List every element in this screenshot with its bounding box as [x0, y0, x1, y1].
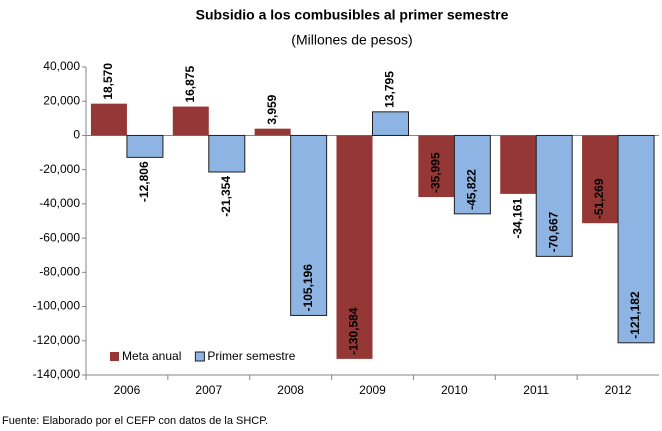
y-tick-label: 0 [73, 128, 80, 142]
legend-label: Meta anual [122, 349, 181, 363]
y-tick-label: -20,000 [39, 162, 80, 176]
data-label: 3,959 [265, 94, 279, 124]
footnote: Fuente: Elaborado por el CEFP con datos … [2, 415, 268, 427]
data-label: -51,269 [592, 178, 606, 219]
data-label: -130,584 [347, 307, 361, 355]
bar [254, 128, 291, 136]
bar [418, 135, 455, 198]
y-tick-label: -100,000 [33, 299, 81, 313]
data-label: 18,570 [101, 63, 115, 100]
legend-label: Primer semestre [207, 349, 295, 363]
y-tick-label: -80,000 [39, 265, 80, 279]
data-label: -12,806 [137, 161, 151, 202]
bar [617, 134, 655, 344]
data-label: -45,822 [465, 169, 479, 210]
x-tick-label: 2007 [195, 383, 222, 397]
data-label: -105,196 [301, 264, 315, 312]
y-tick-label: 40,000 [43, 59, 80, 73]
legend-swatch [110, 352, 119, 361]
bar [453, 134, 491, 215]
data-label: -34,161 [510, 198, 524, 239]
data-label: 16,875 [183, 66, 197, 103]
bar [535, 134, 573, 257]
chart-title: Subsidio a los combusibles al primer sem… [196, 7, 509, 23]
bar [336, 135, 373, 359]
bar [208, 134, 246, 173]
y-tick-label: -120,000 [33, 333, 81, 347]
data-label: 13,795 [383, 71, 397, 108]
x-tick-label: 2006 [114, 383, 141, 397]
bar [582, 135, 619, 224]
x-tick-label: 2011 [523, 383, 549, 397]
data-label: -21,354 [219, 176, 233, 217]
y-tick-label: 20,000 [43, 93, 80, 107]
y-tick-label: -40,000 [39, 196, 80, 210]
legend-swatch [194, 351, 205, 362]
bar [172, 106, 209, 136]
y-tick-label: -140,000 [33, 367, 81, 381]
y-tick-label: -60,000 [39, 230, 80, 244]
chart-subtitle: (Millones de pesos) [291, 32, 412, 48]
bar [126, 134, 164, 158]
x-tick-label: 2010 [441, 383, 468, 397]
bar [90, 103, 127, 136]
bar [372, 111, 409, 136]
x-tick-label: 2008 [277, 383, 304, 397]
data-label: -70,667 [546, 211, 560, 252]
bar [290, 134, 328, 316]
data-label: -35,995 [429, 152, 443, 193]
x-tick-label: 2009 [359, 383, 386, 397]
x-tick-label: 2012 [605, 383, 632, 397]
data-label: -121,182 [628, 291, 642, 339]
bar [500, 135, 537, 194]
